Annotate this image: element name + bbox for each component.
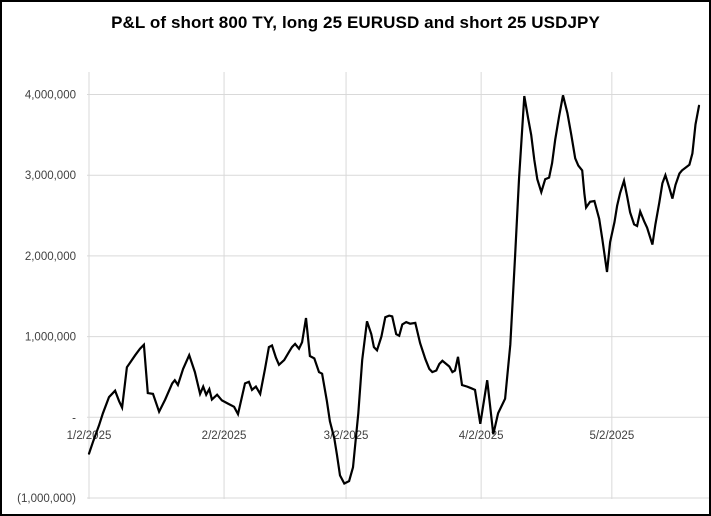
y-tick-label: - [72, 412, 76, 424]
x-tick-label: 4/2/2025 [459, 430, 504, 442]
x-tick-label: 5/2/2025 [589, 430, 634, 442]
y-tick-label: 1,000,000 [25, 332, 76, 344]
x-tick-label: 1/2/2025 [67, 430, 112, 442]
y-tick-label: 2,000,000 [25, 251, 76, 263]
series-line [87, 95, 701, 485]
x-tick-label: 3/2/2025 [324, 430, 369, 442]
y-tick-label: (1,000,000) [17, 493, 76, 505]
x-tick-label: 2/2/2025 [202, 430, 247, 442]
y-tick-label: 3,000,000 [25, 170, 76, 182]
chart-title: P&L of short 800 TY, long 25 EURUSD and … [111, 13, 600, 32]
y-tick-label: 4,000,000 [25, 90, 76, 102]
